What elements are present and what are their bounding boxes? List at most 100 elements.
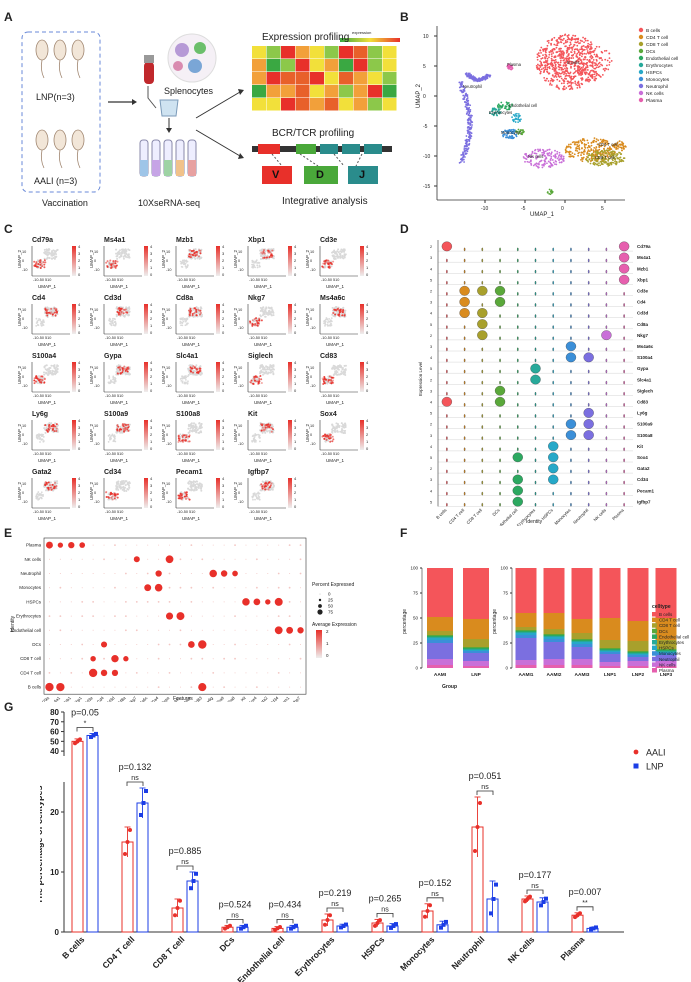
umap-point-monocytes <box>514 129 516 132</box>
umap-legend-label: NK cells <box>646 91 664 97</box>
feature-plot-point <box>340 430 343 433</box>
umap-point-b-cells <box>595 74 598 77</box>
umap-point-cd4 <box>576 143 578 146</box>
feature-plot-scale-label: 3 <box>78 309 81 314</box>
umap-point-b-cells <box>577 57 580 60</box>
feature-plot-scale-label: 3 <box>78 251 81 256</box>
feature-plot-expr-point <box>263 256 266 259</box>
feature-plot-ytick: 0 <box>94 259 96 263</box>
umap-point-b-cells <box>548 56 550 59</box>
umap-point-cd4 <box>618 143 621 146</box>
umap-point-cd4 <box>568 152 571 154</box>
feature-plot-expr-point <box>107 496 110 499</box>
umap-point-b-cells <box>567 74 570 77</box>
feature-plot-point <box>126 256 129 259</box>
feature-plot-point <box>263 311 266 314</box>
umap-point-b-cells <box>553 62 556 64</box>
umap-point-neutrophil <box>461 85 464 88</box>
umap-point-b-cells <box>591 60 594 63</box>
umap-point-cd4 <box>616 147 619 150</box>
feature-plot-expr-point <box>33 377 36 380</box>
feature-plot-colorbar <box>360 362 364 392</box>
feature-plot-expr-point <box>197 308 200 311</box>
heatmap-cell <box>295 98 310 111</box>
feature-plot-point <box>39 441 41 443</box>
umap-point-cd8 <box>616 157 619 160</box>
feature-plot-point <box>193 484 196 487</box>
umap-point-cd4 <box>573 153 576 156</box>
umap-point-nk <box>535 164 538 167</box>
umap-point-nk <box>558 151 561 154</box>
feature-plot-point <box>122 313 125 316</box>
feature-plot-xlabel: UMAP_1 <box>326 458 345 463</box>
feature-plot-xlabel: UMAP_1 <box>182 516 201 521</box>
umap-point-cd8 <box>603 149 606 152</box>
umap-cluster-label: Neutrophil <box>463 84 482 89</box>
feature-plot-expr-point <box>257 323 260 326</box>
umap-point-b-cells <box>547 41 550 44</box>
feature-plot-point <box>342 431 345 434</box>
umap-point-b-cells <box>550 55 553 58</box>
umap-point-endothelial <box>500 101 503 104</box>
feature-plot-point <box>110 322 113 324</box>
umap-point-hspcs <box>517 118 520 121</box>
umap-point-b-cells <box>587 76 590 79</box>
feature-plot-point <box>113 434 115 437</box>
umap-point-cd4 <box>576 145 579 148</box>
feature-plot-scale-label: 0 <box>150 330 153 335</box>
expression-profiling-title: Expression profiling <box>262 32 350 43</box>
feature-plot-expr-point <box>332 260 335 263</box>
feature-plot-xticks: -10-50 510 <box>33 394 51 398</box>
umap-point-cd8 <box>611 150 614 153</box>
feature-plot-point <box>336 366 339 369</box>
feature-plot-point <box>114 437 116 440</box>
umap-point-neutrophil <box>463 147 466 150</box>
umap-point-b-cells <box>564 33 567 36</box>
feature-plot-ytick: -10 <box>238 442 244 446</box>
umap-point-cd4 <box>624 145 627 148</box>
umap-point-erythrocytes <box>498 111 501 114</box>
feature-plot-expr-point <box>252 382 255 385</box>
feature-plot-expr-point <box>44 261 47 264</box>
feature-plot-scale-label: 0 <box>78 446 81 451</box>
umap-point-neutrophil <box>464 93 467 96</box>
umap-point-b-cells <box>554 67 557 69</box>
umap-point-b-cells <box>585 63 588 65</box>
umap-point-cd4 <box>620 143 623 146</box>
feature-plot-expr-point <box>195 314 198 317</box>
umap-point-endothelial <box>506 108 508 111</box>
umap-point-b-cells <box>556 78 559 81</box>
feature-plot-expr-point <box>122 312 125 315</box>
feature-plot-point <box>251 440 254 443</box>
feature-plot-ylabel: UMAP_2 <box>162 423 166 442</box>
feature-plot-ytick: -10 <box>238 384 244 388</box>
heatmap-cell <box>368 46 382 59</box>
feature-plot-expr-point <box>122 308 125 311</box>
feature-plot-expr-point <box>177 440 180 443</box>
feature-plot-point <box>124 308 127 311</box>
feature-plot-point <box>38 438 41 440</box>
umap-point-b-cells <box>550 42 552 45</box>
umap-point-b-cells <box>576 69 579 72</box>
feature-plot-point <box>117 364 120 367</box>
umap-point-neutrophil <box>463 145 466 148</box>
feature-plot-expr-point <box>322 380 325 383</box>
feature-plot-scale-label: 2 <box>294 316 297 321</box>
feature-plot-title: Sox4 <box>320 411 337 418</box>
umap-point-neutrophil <box>470 132 473 135</box>
feature-plot-expr-point <box>258 377 261 380</box>
feature-plot-xticks: -10-50 510 <box>177 278 195 282</box>
feature-plot-scale-label: 2 <box>366 316 369 321</box>
umap-point-nk <box>562 160 565 162</box>
umap-point-neutrophil <box>467 136 470 138</box>
umap-point-b-cells <box>559 34 562 37</box>
umap-point-b-cells <box>574 70 577 73</box>
feature-plot-ytick: 10 <box>166 482 170 486</box>
umap-point-cd8 <box>600 162 603 165</box>
umap-point-dcs <box>548 192 551 195</box>
feature-plot-expr-point <box>39 263 42 266</box>
umap-legend-swatch <box>638 83 644 89</box>
